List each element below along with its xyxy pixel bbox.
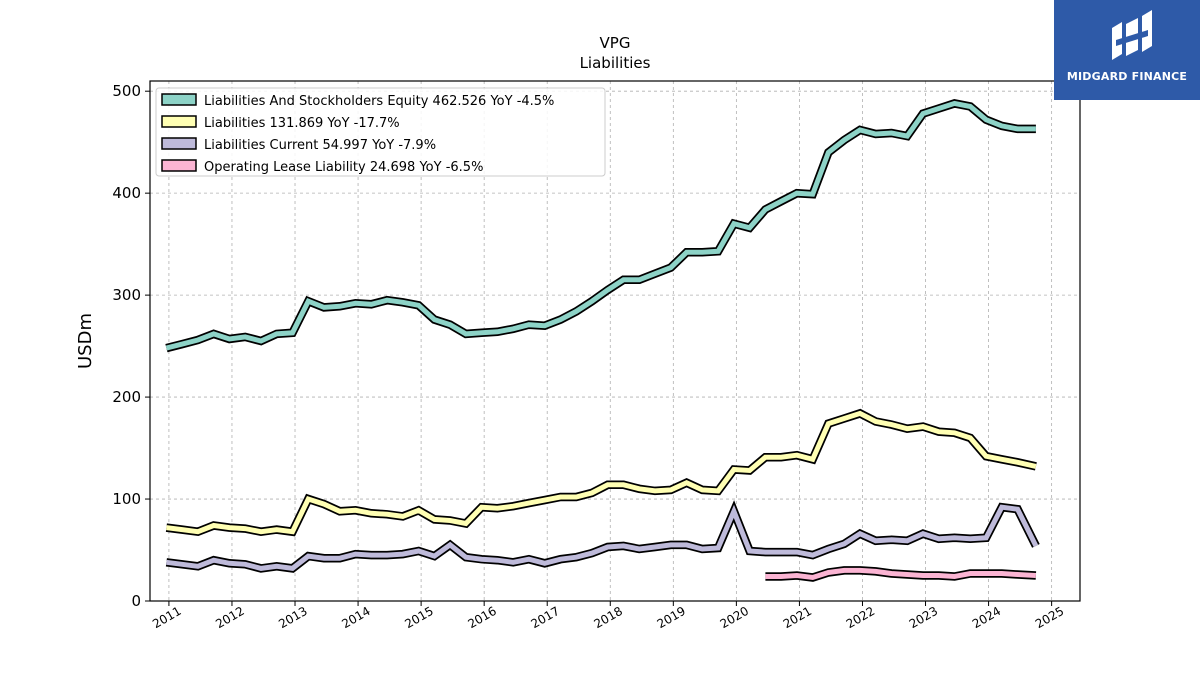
x-tick-label: 2016: [465, 604, 498, 631]
series-line: [765, 567, 1037, 581]
series-outline: [165, 408, 1037, 537]
legend-swatch: [161, 159, 197, 172]
logo-icon: [1112, 10, 1152, 60]
legend-swatch: [161, 115, 197, 128]
x-tick-label: 2025: [1033, 604, 1066, 631]
legend-swatch: [161, 93, 197, 106]
legend-label: Liabilities 131.869 YoY -17.7%: [204, 116, 400, 131]
brand-logo: MIDGARD FINANCE: [1054, 0, 1200, 100]
series-line: [165, 100, 1036, 351]
y-tick-label: 0: [131, 592, 141, 610]
x-tick-label: 2021: [781, 604, 814, 631]
legend-box: [155, 87, 606, 177]
legend-label: Liabilities Current 54.997 YoY -7.9%: [204, 138, 436, 153]
x-tick-label: 2019: [655, 604, 688, 631]
legend: Liabilities And Stockholders Equity 462.…: [155, 87, 606, 177]
x-tick-label: 2020: [718, 604, 751, 631]
brand-name: MIDGARD FINANCE: [1066, 70, 1188, 83]
x-tick-label: 2024: [970, 604, 1003, 631]
legend-swatch: [161, 137, 197, 150]
y-axis: 0 100 200 300 400 500: [112, 82, 150, 610]
x-tick-label: 2013: [276, 604, 309, 631]
x-tick-label: 2022: [844, 604, 877, 631]
y-tick-label: 300: [112, 286, 141, 304]
y-tick-label: 100: [112, 490, 141, 508]
series-line: [166, 410, 1037, 535]
y-tick-label: 200: [112, 388, 141, 406]
x-tick-label: 2023: [907, 604, 940, 631]
series-line: [166, 504, 1039, 572]
plot-frame: [149, 80, 1081, 602]
series-lines: [165, 99, 1040, 582]
legend-label: Liabilities And Stockholders Equity 462.…: [204, 94, 554, 109]
x-axis: 2011 2012 2013 2014 2015 2016 2017 2018 2019 2020…: [150, 601, 1066, 631]
y-axis-label: USDm: [75, 313, 96, 369]
chart-subtitle: Liabilities: [580, 54, 651, 72]
chart-title: VPG: [600, 34, 631, 52]
x-tick-label: 2014: [339, 604, 372, 631]
x-tick-label: 2017: [528, 604, 561, 631]
legend-label: Operating Lease Liability 24.698 YoY -6.…: [204, 160, 483, 175]
x-tick-label: 2011: [150, 604, 183, 631]
y-tick-label: 400: [112, 184, 141, 202]
y-tick-label: 500: [112, 82, 141, 100]
x-tick-label: 2018: [592, 604, 625, 631]
x-tick-label: 2015: [402, 604, 435, 631]
x-tick-label: 2012: [213, 604, 246, 631]
